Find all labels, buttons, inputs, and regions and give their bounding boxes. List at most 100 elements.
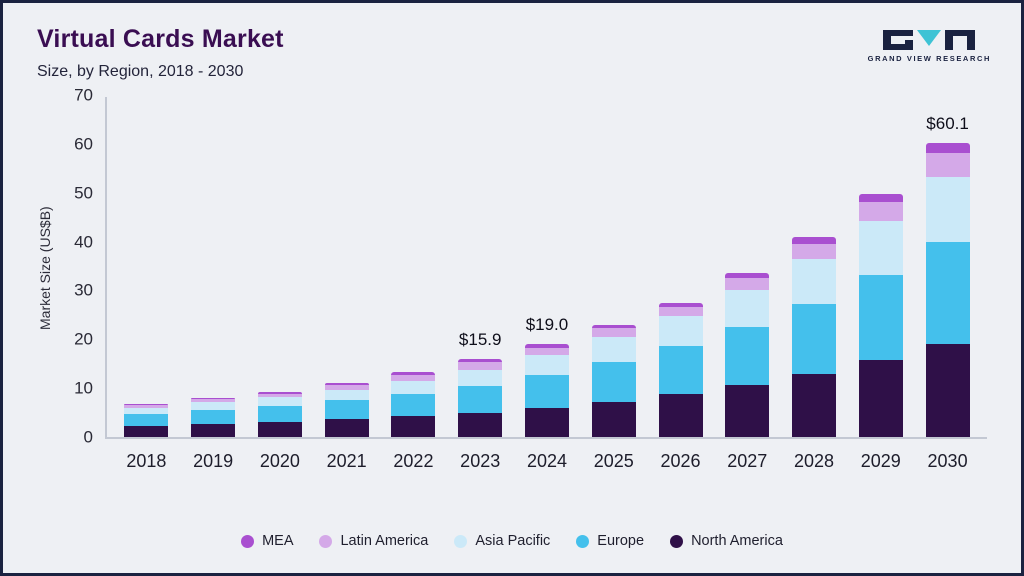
segment-asia-pacific-2028	[792, 258, 837, 305]
segment-north-america-2021	[324, 419, 369, 437]
bar-2021: 2021	[324, 383, 369, 471]
segment-mea-2019	[191, 397, 236, 400]
bars-container: 2018 2019 2020 2021 2022 $15.9 2023 $19.0 2024 20…	[107, 97, 987, 471]
segment-asia-pacific-2021	[324, 389, 369, 401]
y-tick-50: 50	[74, 183, 93, 203]
segment-latin-america-2021	[324, 385, 369, 390]
x-tick-2021: 2021	[326, 451, 367, 471]
legend: MEA Latin America Asia Pacific Europe North …	[3, 533, 1021, 549]
segment-mea-2029	[858, 193, 903, 202]
segment-mea-2027	[725, 273, 770, 279]
bar-2018: 2018	[124, 403, 169, 471]
segment-asia-pacific-2025	[591, 337, 636, 363]
legend-dot-asia-pacific	[454, 534, 468, 548]
segment-north-america-2024	[524, 408, 569, 437]
segment-latin-america-2028	[792, 243, 837, 259]
y-tick-20: 20	[74, 329, 93, 349]
segment-europe-2027	[725, 326, 770, 385]
legend-item-europe: Europe	[576, 533, 644, 549]
legend-dot-europe	[576, 534, 590, 548]
bar-2023: $15.9 2023	[458, 330, 503, 471]
bar-2030: $60.1 2030	[925, 114, 970, 471]
y-tick-40: 40	[74, 232, 93, 252]
segment-north-america-2019	[191, 423, 236, 437]
legend-label-latin-america: Latin America	[340, 533, 429, 549]
segment-europe-2025	[591, 362, 636, 403]
x-tick-2028: 2028	[794, 451, 835, 471]
legend-item-mea: MEA	[241, 533, 293, 549]
segment-europe-2022	[391, 394, 436, 417]
x-tick-2023: 2023	[460, 451, 501, 471]
segment-europe-2021	[324, 400, 369, 420]
segment-mea-2024	[524, 344, 569, 348]
segment-north-america-2020	[257, 421, 302, 437]
legend-dot-north-america	[670, 534, 684, 548]
chart-area: Market Size (US$B) 0 10 20 30 40 50 60 70 2018 2…	[37, 87, 987, 479]
x-tick-2018: 2018	[126, 451, 167, 471]
segment-europe-2029	[858, 275, 903, 360]
segment-asia-pacific-2018	[124, 407, 169, 415]
y-tick-0: 0	[83, 427, 93, 447]
x-tick-2027: 2027	[727, 451, 768, 471]
legend-dot-mea	[241, 534, 255, 548]
segment-europe-2023	[458, 386, 503, 414]
segment-asia-pacific-2029	[858, 221, 903, 276]
y-axis-label: Market Size (US$B)	[37, 206, 53, 330]
legend-label-mea: MEA	[262, 533, 294, 549]
segment-north-america-2022	[391, 416, 436, 437]
x-tick-2029: 2029	[860, 451, 901, 471]
legend-item-latin-america: Latin America	[319, 533, 428, 549]
segment-mea-2022	[391, 372, 436, 375]
x-tick-2025: 2025	[593, 451, 634, 471]
segment-latin-america-2030	[925, 153, 970, 177]
y-tick-30: 30	[74, 280, 93, 300]
segment-asia-pacific-2026	[658, 316, 703, 346]
bar-2029: 2029	[858, 193, 903, 471]
bar-2028: 2028	[792, 236, 837, 471]
segment-europe-2024	[524, 375, 569, 409]
y-tick-70: 70	[74, 85, 93, 105]
segment-mea-2023	[458, 359, 503, 363]
title-block: Virtual Cards Market Size, by Region, 20…	[37, 25, 284, 81]
segment-asia-pacific-2022	[391, 380, 436, 395]
segment-europe-2018	[124, 414, 169, 427]
segment-north-america-2027	[725, 384, 770, 437]
segment-latin-america-2023	[458, 362, 503, 370]
segment-mea-2028	[792, 236, 837, 244]
segment-mea-2018	[124, 403, 169, 406]
legend-item-north-america: North America	[670, 533, 783, 549]
segment-latin-america-2024	[524, 347, 569, 356]
value-label-2023: $15.9	[458, 330, 502, 350]
bar-2026: 2026	[658, 302, 703, 471]
chart-subtitle: Size, by Region, 2018 - 2030	[37, 63, 244, 80]
x-tick-2019: 2019	[193, 451, 234, 471]
segment-asia-pacific-2030	[925, 176, 970, 243]
segment-asia-pacific-2023	[458, 369, 503, 387]
segment-asia-pacific-2024	[524, 355, 569, 376]
page-title: Virtual Cards Market	[37, 25, 284, 53]
segment-latin-america-2022	[391, 374, 436, 381]
segment-north-america-2029	[858, 359, 903, 437]
bar-2022: 2022	[391, 372, 436, 471]
segment-mea-2025	[591, 324, 636, 329]
gvr-logo-icon	[883, 30, 976, 50]
segment-north-america-2030	[925, 344, 970, 437]
segment-latin-america-2018	[124, 405, 169, 408]
segment-latin-america-2026	[658, 306, 703, 317]
segment-europe-2028	[792, 304, 837, 374]
legend-dot-latin-america	[319, 534, 333, 548]
bar-2025: 2025	[591, 324, 636, 471]
segment-mea-2030	[925, 143, 970, 154]
segment-latin-america-2025	[591, 328, 636, 338]
legend-label-europe: Europe	[597, 533, 645, 549]
segment-latin-america-2020	[257, 393, 302, 397]
segment-mea-2020	[257, 391, 302, 394]
header: Virtual Cards Market Size, by Region, 20…	[3, 3, 1021, 81]
grand-view-research-logo: GRAND VIEW RESEARCH	[868, 29, 991, 63]
segment-latin-america-2029	[858, 201, 903, 222]
segment-north-america-2018	[124, 426, 169, 437]
x-tick-2024: 2024	[526, 451, 567, 471]
legend-label-asia-pacific: Asia Pacific	[475, 533, 551, 549]
segment-mea-2021	[324, 383, 369, 386]
segment-europe-2019	[191, 409, 236, 424]
